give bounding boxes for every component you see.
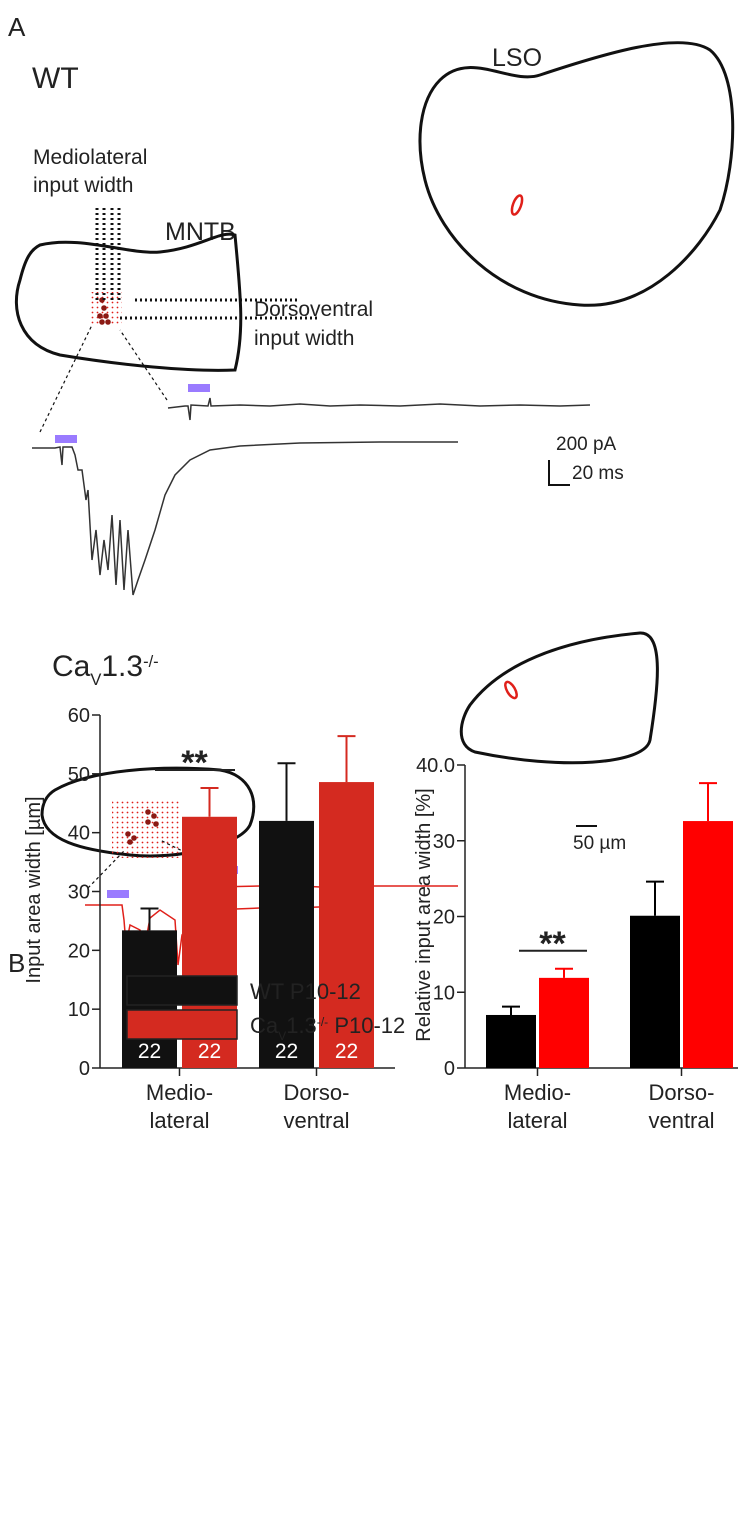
- error-bar: [646, 880, 664, 916]
- stim-bar: [107, 890, 129, 898]
- error-bar: [277, 762, 296, 821]
- scale-label: 50 µm: [573, 833, 626, 854]
- significance-label: **: [181, 744, 208, 782]
- x-tick-label: Medio-: [146, 1080, 213, 1105]
- annotation: input width: [254, 327, 354, 350]
- label-part: 1.3: [101, 650, 143, 683]
- y-tick-label: 0: [79, 1058, 90, 1080]
- y-tick-label: 10: [433, 982, 455, 1004]
- condition-label: WT: [32, 62, 79, 95]
- y-tick-label: 20: [68, 940, 90, 962]
- legend-swatch: [126, 1009, 238, 1040]
- y-tick-label: 30: [68, 882, 90, 904]
- rich-label: CaV1.3-/- P10-12: [250, 1013, 405, 1043]
- scale-label: 20 ms: [572, 463, 624, 484]
- count-label: 22: [335, 1040, 358, 1063]
- label-part: V: [278, 1029, 287, 1043]
- y-tick-label: 10: [68, 999, 90, 1021]
- rich-label: CaV1.3-/-: [52, 650, 159, 689]
- y-tick-label: 40: [68, 823, 90, 845]
- bar: [486, 1014, 536, 1068]
- bar: [630, 915, 680, 1068]
- error-bar: [337, 735, 356, 783]
- x-tick-label: ventral: [283, 1108, 349, 1133]
- label-part: Ca: [52, 650, 91, 683]
- error-bar: [699, 782, 717, 822]
- label-part: 1.3: [286, 1013, 317, 1038]
- mntb-outline: [14, 232, 243, 372]
- bar: [319, 782, 374, 1068]
- lso-outline: [459, 631, 659, 765]
- x-tick-label: Dorso-: [283, 1080, 349, 1105]
- label-part: -/-: [143, 653, 159, 671]
- panel-label: B: [8, 948, 25, 978]
- count-label: 22: [275, 1040, 298, 1063]
- stim-bar: [55, 435, 77, 443]
- x-tick-label: lateral: [508, 1108, 568, 1133]
- stim-bar: [188, 384, 210, 392]
- stim-grid: [112, 800, 180, 858]
- input-area: [504, 680, 518, 700]
- x-tick-label: Dorso-: [648, 1080, 714, 1105]
- trace: [32, 441, 458, 596]
- zoom-line: [159, 839, 214, 867]
- zoom-line: [39, 324, 93, 433]
- panel-label: A: [8, 12, 26, 42]
- x-tick-label: lateral: [150, 1108, 210, 1133]
- region-label: LSO: [492, 44, 542, 72]
- trace: [167, 397, 591, 421]
- error-bar: [140, 907, 159, 931]
- y-tick-label: 30: [433, 831, 455, 853]
- error-bar: [502, 1005, 520, 1015]
- label-part: Ca: [250, 1013, 279, 1038]
- rich-label: WT P10-12: [250, 979, 361, 1004]
- scale-bar: [548, 460, 570, 486]
- scale-label: 200 pA: [556, 434, 617, 455]
- annotation: Dorsoventral: [254, 298, 373, 321]
- lso-outline: [418, 41, 735, 307]
- bar: [683, 821, 733, 1068]
- zoom-line: [87, 849, 126, 889]
- error-bar: [200, 786, 219, 817]
- response-sites: [125, 809, 159, 845]
- y-axis-label: Relative input area width [%]: [413, 788, 435, 1041]
- error-bar: [555, 967, 573, 978]
- annotation: Mediolateral: [33, 146, 147, 169]
- zoom-line: [119, 329, 168, 401]
- y-axis-label: Input area width [µm]: [23, 796, 45, 983]
- count-label: 22: [198, 1040, 221, 1063]
- bar: [259, 820, 314, 1068]
- input-area: [510, 194, 524, 216]
- y-tick-label: 40.0: [416, 755, 455, 777]
- legend-swatch: [126, 975, 238, 1006]
- y-tick-label: 50: [68, 764, 90, 786]
- y-tick-label: 20: [433, 907, 455, 929]
- x-tick-label: ventral: [648, 1108, 714, 1133]
- label-part: V: [90, 671, 101, 689]
- label-part: -/-: [317, 1015, 328, 1029]
- bar: [539, 977, 589, 1068]
- annotation: input width: [33, 174, 133, 197]
- label-part: P10-12: [328, 1013, 405, 1038]
- y-tick-label: 0: [444, 1058, 455, 1080]
- label-part: WT P10-12: [250, 979, 361, 1004]
- x-tick-label: Medio-: [504, 1080, 571, 1105]
- count-label: 22: [138, 1040, 161, 1063]
- significance-label: **: [539, 925, 566, 963]
- y-tick-label: 60: [68, 705, 90, 727]
